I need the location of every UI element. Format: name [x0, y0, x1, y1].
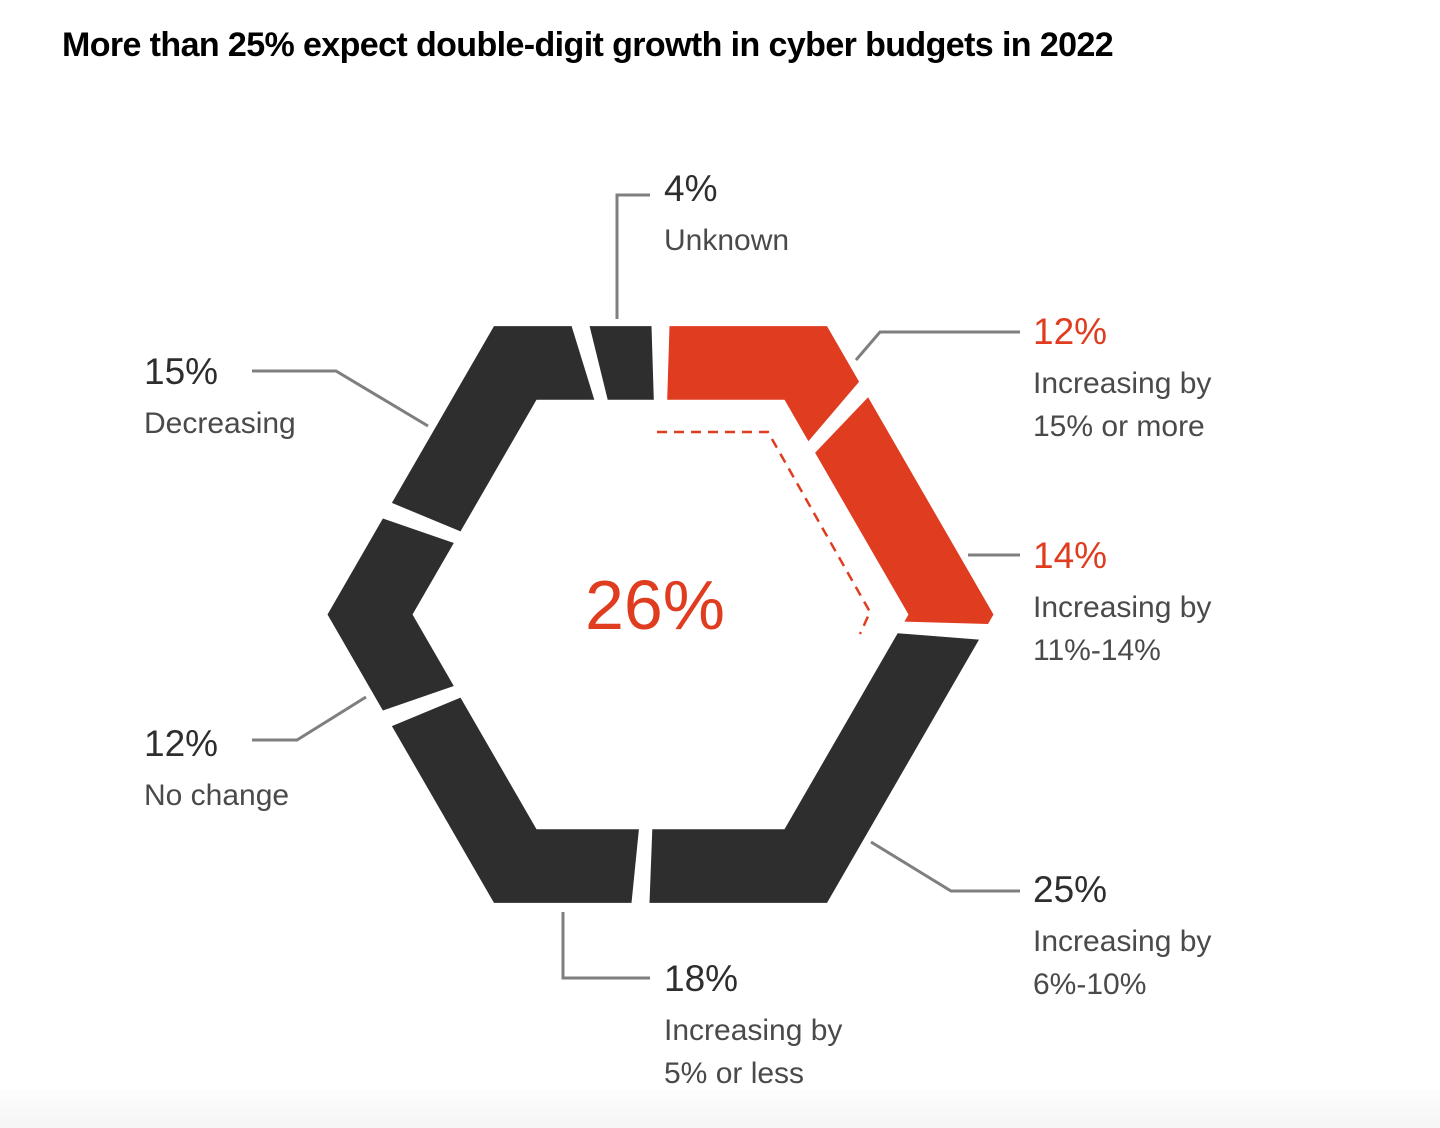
slice-value-2: 25%	[1033, 869, 1108, 910]
slice-desc-1: Increasing by 11%-14%	[1033, 586, 1211, 672]
hexagon-segment-1	[815, 397, 994, 624]
slice-desc-6-line-1: Unknown	[664, 224, 790, 257]
segments-group	[327, 326, 994, 903]
slice-value-4: 12%	[144, 723, 219, 764]
slice-value-1: 14%	[1033, 535, 1108, 576]
slice-value-0: 12%	[1033, 311, 1108, 352]
chart-title: More than 25% expect double-digit growth…	[62, 26, 1114, 64]
hexagon-segment-0	[667, 326, 860, 442]
slice-desc-3-line-1: Increasing by	[664, 1014, 843, 1047]
bottom-band	[0, 1090, 1440, 1128]
slice-desc-1-line-2: 11%-14%	[1033, 634, 1161, 667]
slice-desc-3: Increasing by 5% or less	[664, 1009, 842, 1095]
slice-desc-0-line-2: 15% or more	[1033, 410, 1205, 443]
slice-desc-1-line-1: Increasing by	[1033, 591, 1212, 624]
slice-label-2: 25% Increasing by 6%-10%	[1033, 870, 1211, 1006]
leader-line-slice-5	[252, 369, 429, 428]
slice-label-5: 15% Decreasing	[144, 352, 296, 445]
slice-label-6: 4% Unknown	[664, 169, 789, 262]
slice-desc-4-line-1: No change	[144, 779, 290, 812]
leader-line-slice-2	[870, 840, 1020, 893]
center-total-label: 26%	[584, 566, 726, 644]
hexagon-segment-3	[391, 697, 639, 903]
leader-lines-group	[252, 193, 1020, 980]
slice-desc-0: Increasing by 15% or more	[1033, 362, 1211, 448]
slice-value-6: 4%	[664, 168, 718, 209]
leader-line-slice-4	[252, 695, 367, 742]
slice-label-1: 14% Increasing by 11%-14%	[1033, 536, 1211, 672]
slice-desc-5-line-1: Decreasing	[144, 407, 296, 440]
slice-desc-0-line-1: Increasing by	[1033, 367, 1212, 400]
leader-line-slice-0	[854, 330, 1020, 361]
slice-label-3: 18% Increasing by 5% or less	[664, 959, 842, 1095]
slice-desc-2-line-1: Increasing by	[1033, 925, 1212, 958]
slice-desc-5: Decreasing	[144, 402, 296, 445]
hexagon-segment-2	[649, 633, 979, 903]
slice-desc-4: No change	[144, 774, 289, 817]
slice-desc-2: Increasing by 6%-10%	[1033, 920, 1211, 1006]
slice-label-4: 12% No change	[144, 724, 289, 817]
slice-desc-3-line-2: 5% or less	[664, 1057, 805, 1090]
leader-line-slice-3	[561, 912, 650, 980]
hexagon-segment-5	[391, 326, 595, 532]
slice-desc-2-line-2: 6%-10%	[1033, 968, 1147, 1001]
hexagon-segment-6	[589, 326, 654, 400]
slice-value-5: 15%	[144, 351, 219, 392]
slice-desc-6: Unknown	[664, 219, 789, 262]
slice-label-0: 12% Increasing by 15% or more	[1033, 312, 1211, 448]
leader-line-slice-6	[615, 193, 650, 319]
highlight-dashed-bracket	[657, 430, 872, 635]
hexagon-segment-4	[327, 518, 454, 711]
slice-value-3: 18%	[664, 958, 739, 999]
